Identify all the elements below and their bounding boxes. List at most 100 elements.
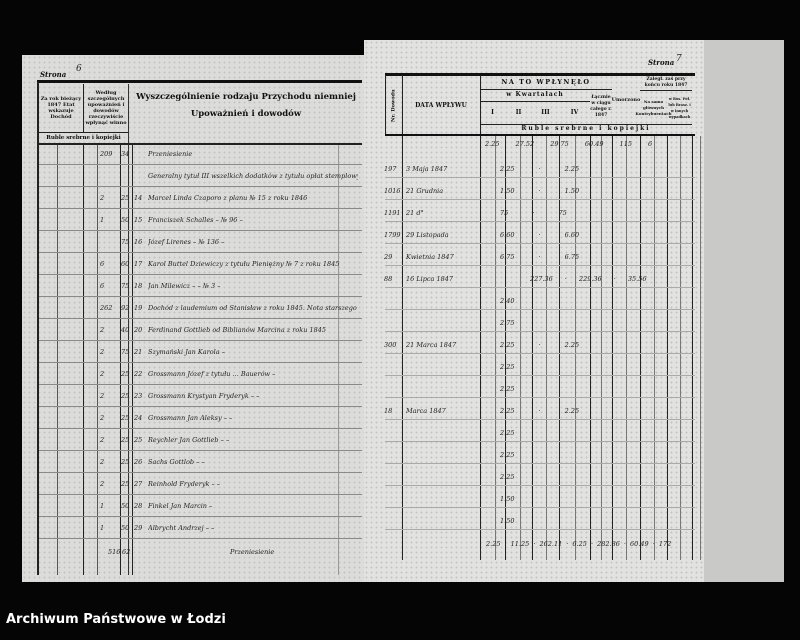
entry-description: Grossmann Krystyan Fryderyk – – (148, 392, 260, 400)
entry-number: 21 (134, 348, 143, 356)
column-rule (590, 136, 591, 560)
amount-kopecks: 34 (121, 150, 130, 158)
row-rule (385, 485, 695, 486)
document-number: 1016 (384, 187, 401, 195)
row-rule (385, 221, 695, 222)
row-rule (39, 428, 362, 429)
row-rule (385, 419, 695, 420)
receipt-date: Kwietnia 1847 (406, 253, 454, 261)
col-estimate-header: Za rok bieżący 1847 Etat wskazuje Dochód (40, 96, 82, 120)
received-amounts: 2.25 (500, 385, 515, 393)
row-rule (385, 463, 695, 464)
row-rule (385, 287, 695, 288)
amount-rubles: 1 (100, 502, 105, 510)
column-rule (612, 136, 613, 560)
amount-kopecks: 40 (121, 326, 130, 334)
received-amounts: 2.25 (500, 429, 515, 437)
receipt-date: 16 Lipca 1847 (406, 275, 454, 283)
row-rule (385, 529, 695, 530)
column-rule (692, 136, 693, 560)
amount-rubles: 6 (100, 282, 105, 290)
row-rule (39, 230, 362, 231)
row-rule (39, 472, 362, 473)
document-number: 1191 (384, 209, 401, 217)
received-header: NA TO WPŁYNĘŁO (501, 78, 591, 86)
document-number: 29 (384, 253, 393, 261)
col-due-header: Według szczególnych upoważnień i dowodów… (85, 90, 127, 126)
total-kopecks: 62 (122, 548, 131, 556)
entry-number: 17 (134, 260, 143, 268)
received-amounts: 2.75 (500, 319, 515, 327)
entry-description: Finkel Jan Marcin – (148, 502, 213, 510)
page-label: Strona (648, 58, 675, 67)
entry-description: Albrycht Andrzej – – (148, 524, 215, 532)
entry-number: 23 (134, 392, 143, 400)
amount-rubles: 2 (100, 414, 105, 422)
entry-number: 14 (134, 194, 143, 202)
column-rule (654, 136, 655, 560)
col-description-header-2: Upoważnień i dowodów (190, 109, 302, 119)
received-amounts: 2.25 · 2.25 (500, 165, 580, 173)
page-label: Strona (40, 70, 67, 79)
amount-rubles: 2 (100, 370, 105, 378)
amount-kopecks: 25 (121, 370, 130, 378)
arrears-header: Zaległ. zaś przy końcu roku 1847 (644, 77, 688, 88)
row-rule (39, 318, 362, 319)
entry-number: 29 (134, 524, 143, 532)
row-rule (385, 353, 695, 354)
row-rule (39, 164, 362, 165)
date-header: DATA WPŁYWU (415, 102, 467, 109)
amount-rubles: 2 (100, 392, 105, 400)
row-rule (39, 208, 362, 209)
right-page-edge (700, 40, 784, 582)
entry-number: 26 (134, 458, 143, 466)
column-rule (626, 136, 627, 560)
entry-description: Grossmann Jan Aleksy – – (148, 414, 233, 422)
amount-rubles: 2 (100, 436, 105, 444)
amount-rubles: 2 (100, 326, 105, 334)
entry-description: Reinhold Fryderyk – – (148, 480, 221, 488)
amount-kopecks: 50 (121, 216, 130, 224)
amount-kopecks: 25 (121, 414, 130, 422)
received-amounts: 6.60 · 6.60 (500, 231, 580, 239)
row-rule (39, 362, 362, 363)
document-number: 1799 (384, 231, 401, 239)
document-number: 88 (384, 275, 393, 283)
arrears-contributors-header: Na samo głównych Kontrybuentach (635, 98, 672, 116)
entry-number: 28 (134, 502, 143, 510)
amount-rubles: 2 (100, 480, 105, 488)
entry-number: 16 (134, 238, 143, 246)
amount-kopecks: 50 (121, 502, 130, 510)
receipt-date: Marca 1847 (406, 407, 446, 415)
document-number: 18 (384, 407, 393, 415)
receipt-date: 21 Grudnia (406, 187, 444, 195)
row-rule (39, 252, 362, 253)
amount-kopecks: 25 (121, 436, 130, 444)
currency-header: Ruble srebrne i kopiejki (521, 125, 651, 132)
total-label: Przeniesienie (230, 548, 275, 556)
row-rule (39, 406, 362, 407)
quarter-4: IV (570, 109, 579, 116)
row-rule (385, 397, 695, 398)
quarter-3: III (541, 109, 550, 116)
amount-kopecks: 50 (121, 524, 130, 532)
row-rule (39, 296, 362, 297)
entry-number: 24 (134, 414, 143, 422)
column-rule (680, 136, 681, 560)
received-amounts: 1.50 · 1.50 (500, 187, 580, 195)
entry-description: Reychler Jan Gottlieb – – (148, 436, 230, 444)
amount-rubles: 262 (100, 304, 113, 312)
archive-watermark: Archiwum Państwowe w Łodzi (6, 612, 226, 627)
received-amounts: 2.40 (500, 297, 515, 305)
column-rule (575, 136, 576, 560)
column-rule (520, 136, 521, 560)
received-amounts: 75 · 75 (500, 209, 567, 217)
entry-number: 18 (134, 282, 143, 290)
entry-description: Grossmann Józef z tytułu ... Bauerów – (148, 370, 276, 378)
col-description-header-1: Wyszczególnienie rodzaju Przychodu niemn… (136, 92, 356, 102)
received-amounts: 1.50 (500, 517, 515, 525)
amount-kopecks: 25 (121, 194, 130, 202)
received-amounts: 6.75 · 6.75 (500, 253, 580, 261)
column-rule (505, 136, 506, 560)
entry-number: 25 (134, 436, 143, 444)
